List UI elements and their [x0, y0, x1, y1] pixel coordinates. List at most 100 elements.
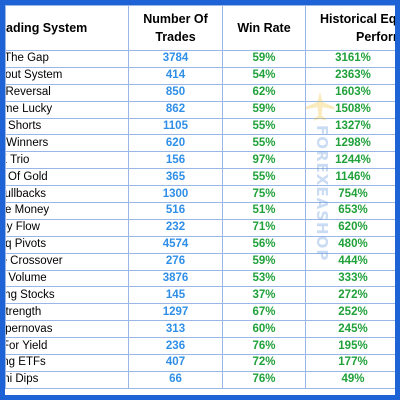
win-rate-cell: 76% [222, 337, 306, 356]
system-name: Money Flow [6, 221, 41, 234]
trades-cell: 232 [128, 218, 223, 237]
trades-cell: 1105 [128, 117, 223, 136]
performance-cell: 620% [305, 218, 395, 237]
win-rate-cell: 55% [222, 134, 306, 153]
win-rate-cell: 62% [222, 83, 306, 102]
system-name: cond Time Lucky [7, 103, 53, 116]
trades-cell: 516 [128, 202, 223, 220]
system-name-cell: Bar Strength [5, 303, 129, 322]
system-name: E-Mini Dips [7, 373, 39, 386]
performance-cell: 1327% [305, 117, 395, 136]
system-name: Shorting ETFs [7, 356, 46, 369]
trades-cell: 620 [128, 134, 223, 153]
trades-cell: 414 [128, 66, 223, 85]
performance-cell: 49% [305, 370, 395, 389]
system-name-cell: ETF Pullbacks [5, 185, 129, 204]
header-win-rate: Win Rate [222, 5, 306, 51]
trades-cell: 156 [128, 151, 223, 170]
win-rate-cell: 76% [222, 370, 306, 389]
header-system: ading System [5, 5, 129, 51]
win-rate-cell: 75% [222, 185, 306, 204]
win-rate-cell: 56% [222, 235, 306, 254]
win-rate-cell: 59% [222, 50, 306, 68]
system-name: llow The Money [5, 204, 50, 217]
trades-cell: 3876 [128, 269, 223, 288]
performance-cell: 2363% [305, 66, 395, 85]
performance-cell: 1508% [305, 100, 395, 119]
trades-cell: 236 [128, 337, 223, 356]
system-name: ading For Yield [7, 339, 48, 352]
trades-cell: 3784 [128, 50, 223, 68]
trades-cell: 862 [128, 100, 223, 119]
performance-cell: 195% [305, 337, 395, 356]
win-rate-cell: 71% [222, 218, 306, 237]
performance-cell: 480% [305, 235, 395, 254]
system-name: Nasdaq Pivots [5, 238, 47, 251]
system-name: id Cap Winners [6, 136, 49, 149]
performance-cell: 245% [305, 320, 395, 339]
performance-cell: 1244% [305, 151, 395, 170]
trades-cell: 66 [128, 370, 223, 389]
system-name-cell: Money Flow [5, 218, 129, 237]
header-row: ading System Number Of Trades Win Rate H… [5, 5, 397, 51]
header-trades: Number Of Trades [128, 5, 223, 51]
system-name-cell: E-Mini Dips [5, 370, 129, 389]
system-name-cell: llow The Money [5, 202, 129, 220]
system-name: VIX Trio [7, 153, 30, 166]
system-name-cell: id Cap Winners [5, 134, 129, 153]
performance-cell: 333% [305, 269, 395, 288]
header-performance: Historical Equity Performan [305, 5, 397, 51]
header-perf-line1: Historical Equity [320, 12, 397, 26]
system-name: ETF Pullbacks [7, 187, 47, 200]
win-rate-cell: 67% [222, 303, 306, 322]
performance-cell: 3161% [305, 50, 395, 68]
win-rate-cell: 54% [222, 66, 306, 85]
performance-cell: 1298% [305, 134, 395, 153]
trades-cell: 145 [128, 286, 223, 305]
win-rate-cell: 55% [222, 117, 306, 136]
system-name-cell: ernight Reversal [5, 83, 129, 102]
system-name: nusual Volume [7, 272, 47, 285]
system-name: rting Supernovas [5, 322, 53, 335]
system-name: g Average Crossover [7, 255, 63, 268]
system-name-cell: g Average Crossover [5, 252, 129, 271]
performance-cell: 1146% [305, 168, 395, 187]
performance-cell: 1603% [305, 83, 395, 102]
win-rate-cell: 59% [222, 252, 306, 271]
win-rate-cell: 59% [222, 100, 306, 119]
trades-cell: 4574 [128, 235, 223, 254]
trades-cell: 365 [128, 168, 223, 187]
win-rate-cell: 53% [222, 269, 306, 288]
win-rate-cell: 55% [222, 168, 306, 187]
trades-cell: 313 [128, 320, 223, 339]
system-name-cell: ete Breakout System [5, 66, 129, 85]
performance-cell: 272% [305, 286, 395, 305]
system-name-cell: rting Supernovas [5, 320, 129, 339]
win-rate-cell: 72% [222, 354, 306, 372]
system-name-cell: Nasdaq Pivots [5, 235, 129, 254]
system-name-cell: ading For Yield [5, 337, 129, 356]
performance-cell: 754% [305, 185, 395, 204]
win-rate-cell: 97% [222, 151, 306, 170]
system-name-cell: VIX Trio [5, 151, 129, 170]
system-name-cell: Micro Shorts [5, 117, 129, 136]
header-trades-line2: Trades [155, 30, 196, 44]
system-name: ete Breakout System [7, 69, 63, 82]
win-rate-cell: 51% [222, 202, 306, 220]
system-name-cell: nusual Volume [5, 269, 129, 288]
win-rate-cell: 37% [222, 286, 306, 305]
